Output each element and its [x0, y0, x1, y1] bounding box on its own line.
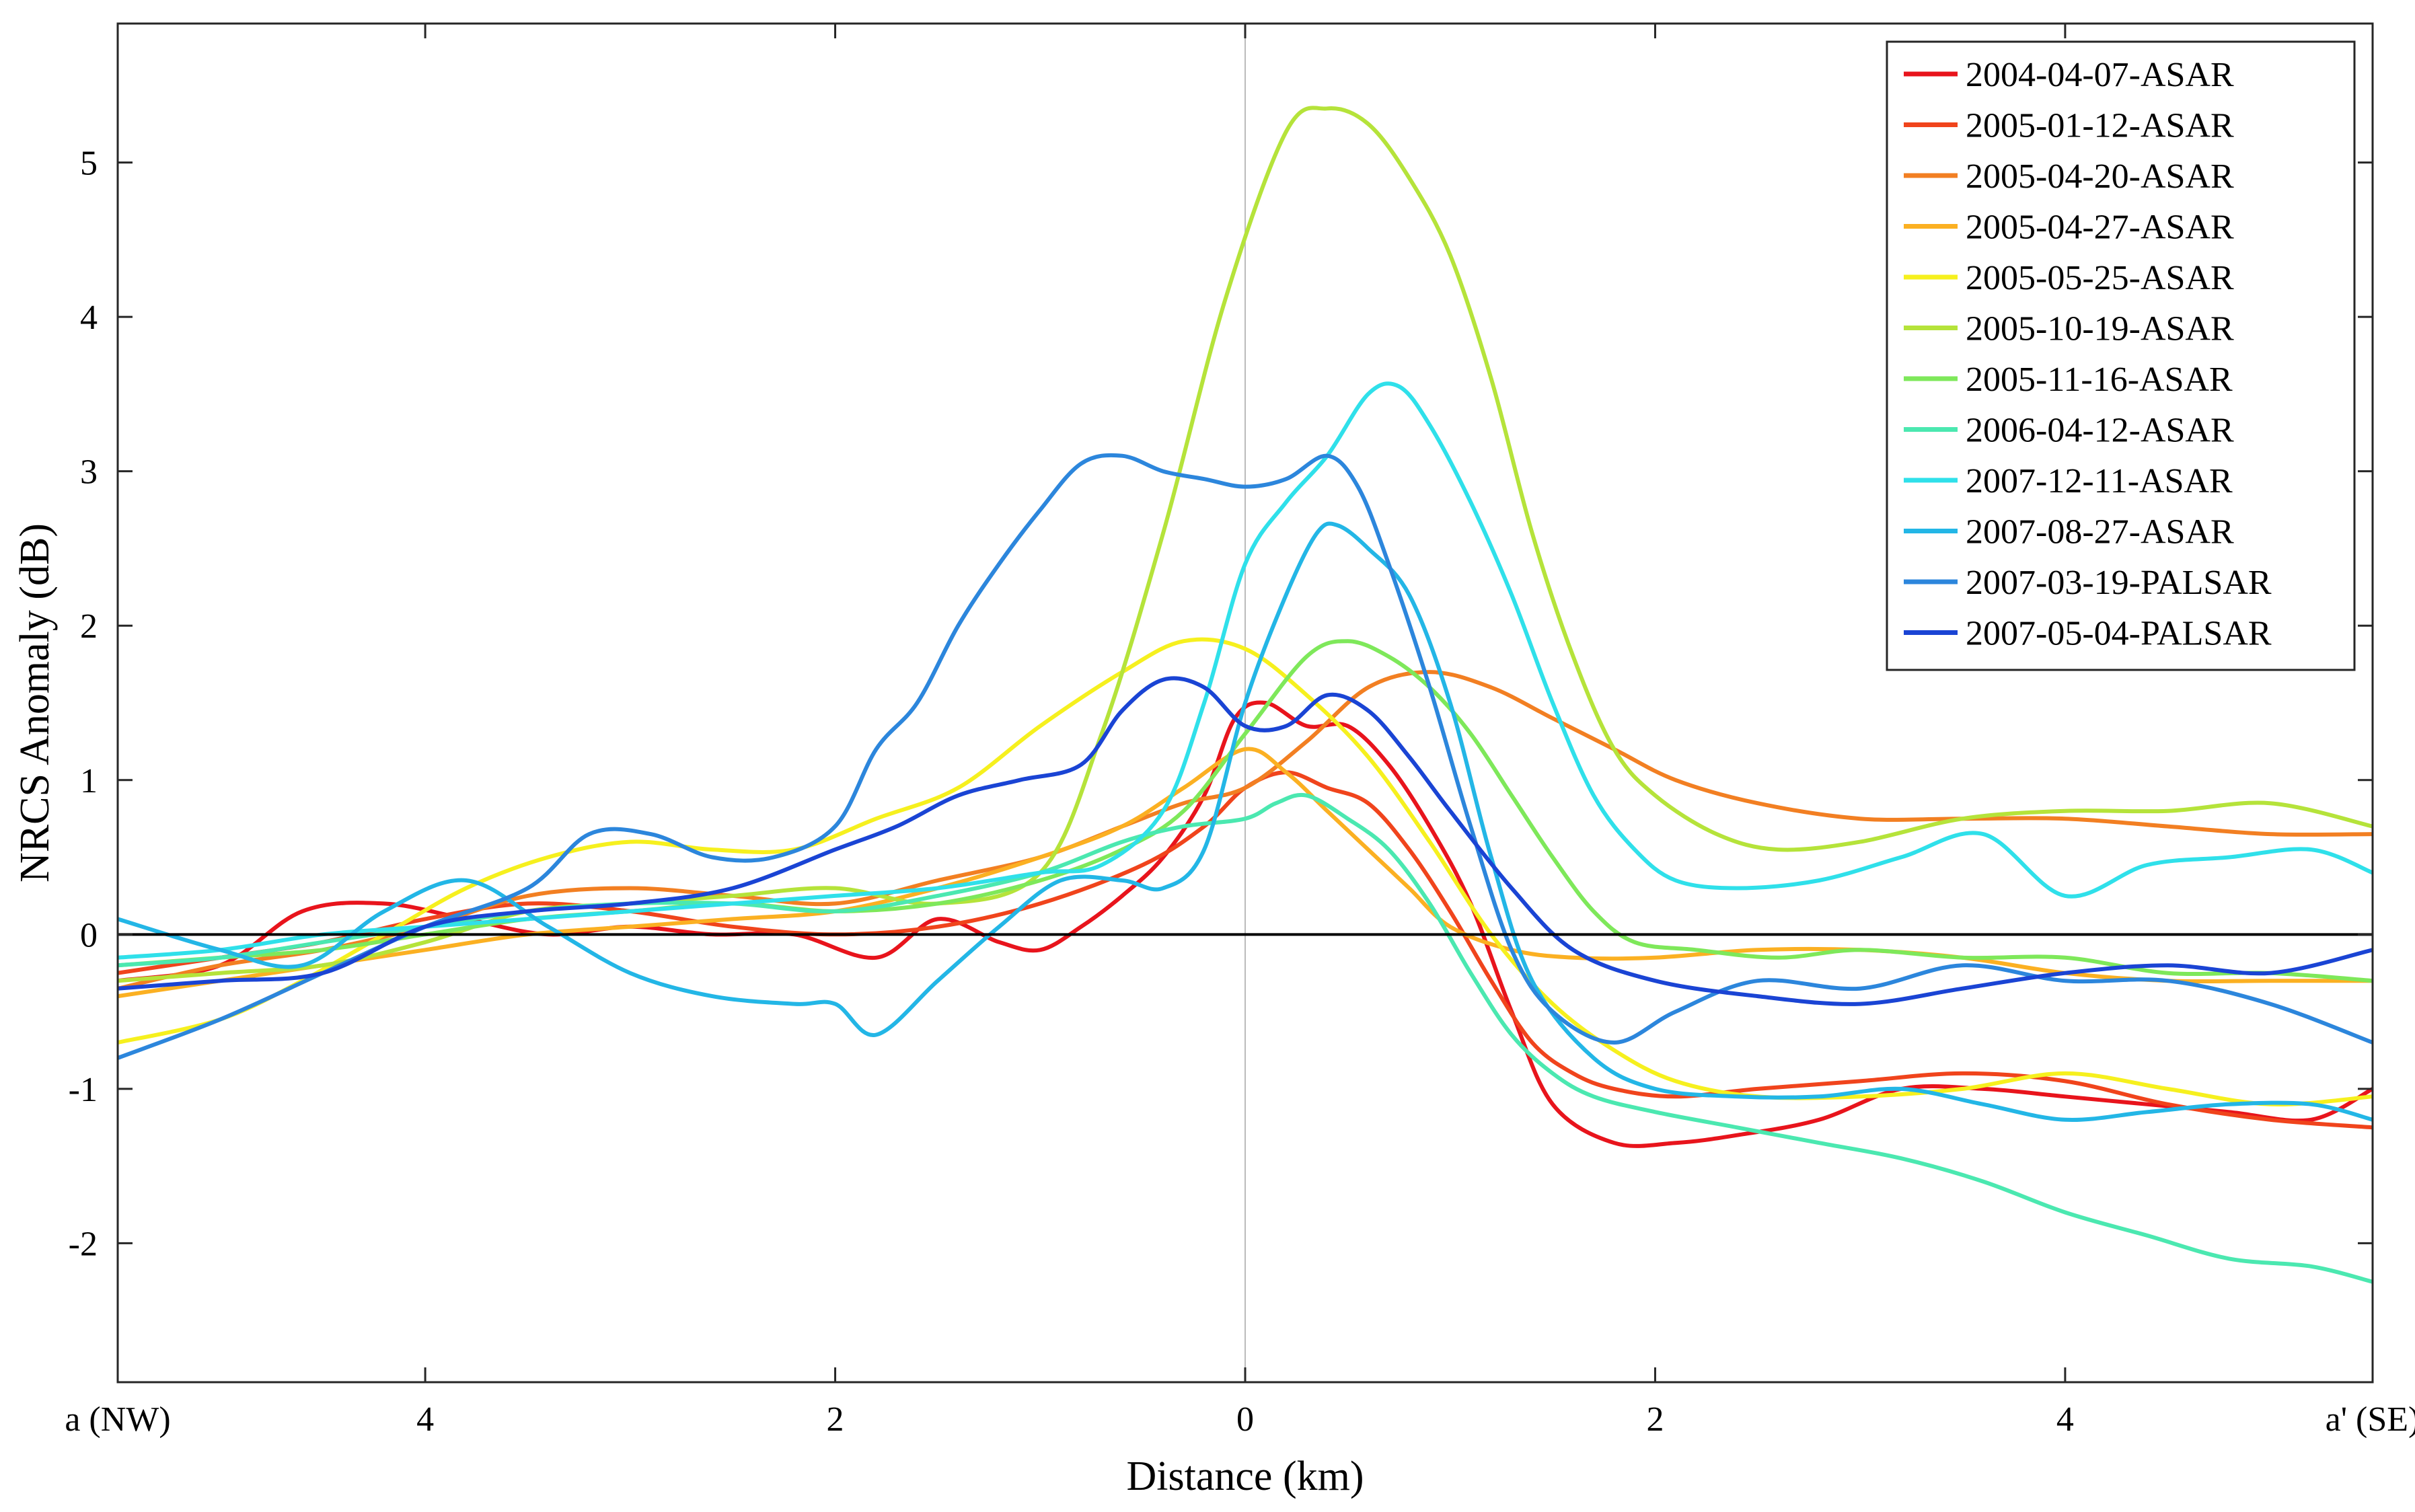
x-tick-label: 4 — [2056, 1400, 2074, 1439]
legend-entry-label: 2007-08-27-ASAR — [1966, 513, 2234, 552]
legend-entry-label: 2006-04-12-ASAR — [1966, 412, 2234, 450]
legend-entry-label: 2005-01-12-ASAR — [1966, 107, 2234, 145]
x-tick-label: a (NW) — [65, 1400, 170, 1439]
y-tick-label: -1 — [69, 1071, 98, 1109]
y-tick-label: 1 — [80, 762, 98, 800]
y-tick-label: 3 — [80, 453, 98, 492]
legend-entry-label: 2005-04-27-ASAR — [1966, 209, 2234, 247]
y-tick-label: 5 — [80, 145, 98, 183]
y-tick-label: 4 — [80, 299, 98, 337]
axes: 5 4 3 2 1 0 -1 -2 a (NW) 4 2 0 2 4 a' (SE) Distance (km… — [12, 22, 2415, 1499]
y-tick-label: -2 — [69, 1225, 98, 1263]
series-line-2007-08-27-asar — [118, 521, 2373, 1123]
legend-entry-label: 2005-05-25-ASAR — [1966, 259, 2234, 297]
x-tick-label: 2 — [1646, 1400, 1664, 1439]
legend-entry-label: 2007-12-11-ASAR — [1966, 462, 2233, 500]
plot-area — [118, 24, 2373, 1382]
x-tick-label: 2 — [827, 1400, 844, 1439]
legend-entry-label: 2005-11-16-ASAR — [1966, 361, 2233, 399]
legend-entry-label: 2005-10-19-ASAR — [1966, 310, 2234, 348]
legend-entry-label: 2007-05-04-PALSAR — [1966, 615, 2272, 653]
x-tick-label: a' (SE) — [2326, 1400, 2415, 1439]
series-line-2007-03-19-palsar — [118, 453, 2373, 1060]
y-tick-label: 0 — [80, 916, 98, 954]
legend: 2004-04-07-ASAR 2005-01-12-ASAR 2005-04-20… — [1886, 40, 2356, 671]
legend-entry-label: 2004-04-07-ASAR — [1966, 56, 2234, 94]
x-tick-label: 4 — [416, 1400, 434, 1439]
x-tick-label: 0 — [1236, 1400, 1254, 1439]
legend-box — [1886, 40, 2356, 671]
y-tick-label: 2 — [80, 607, 98, 646]
y-axis-title: NRCS Anomaly (dB) — [12, 523, 58, 882]
legend-entry-label: 2007-03-19-PALSAR — [1966, 564, 2272, 602]
series-line-2007-12-11-asar — [118, 381, 2373, 960]
series-line-2007-05-04-palsar — [118, 676, 2373, 1006]
x-axis-title: Distance (km) — [1127, 1453, 1364, 1499]
legend-entry-label: 2005-04-20-ASAR — [1966, 157, 2234, 196]
